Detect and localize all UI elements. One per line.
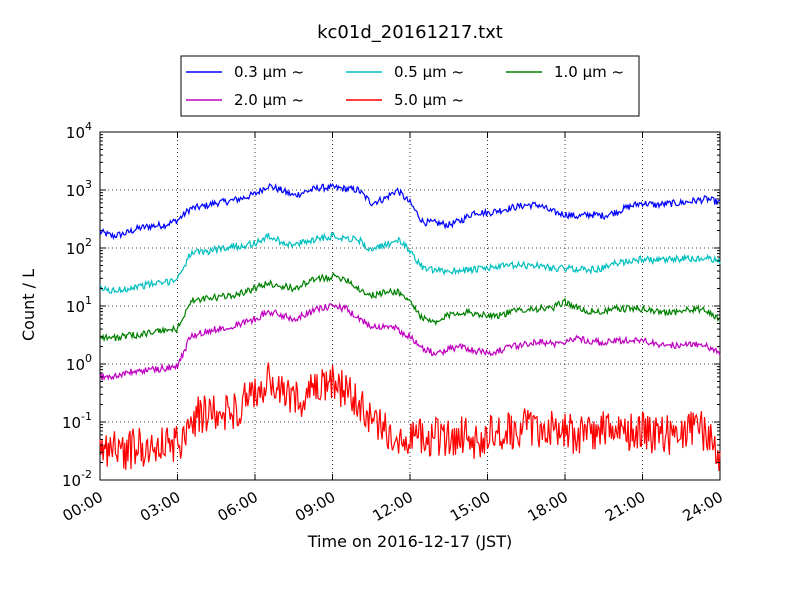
legend-label-1: 0.5 μm ~ <box>394 63 464 81</box>
legend-label-4: 5.0 μm ~ <box>394 91 464 109</box>
legend-label-2: 1.0 μm ~ <box>554 63 624 81</box>
x-tick-label: 15:00 <box>447 488 493 525</box>
legend-box <box>180 55 640 117</box>
series-line-1 <box>99 231 721 294</box>
x-tick-label: 24:00 <box>680 488 726 525</box>
series-line-0 <box>99 182 721 241</box>
series-line-4 <box>99 362 721 471</box>
y-tick-label: 100 <box>66 352 92 374</box>
x-tick-label: 21:00 <box>602 488 648 525</box>
series-line-2 <box>99 272 721 343</box>
x-tick-label: 12:00 <box>370 488 416 525</box>
y-tick-label: 101 <box>66 294 92 316</box>
x-tick-label: 06:00 <box>215 488 261 525</box>
x-tick-label: 03:00 <box>137 488 183 525</box>
x-tick-label: 00:00 <box>60 488 106 525</box>
y-tick-label: 10-2 <box>62 468 92 490</box>
series-group <box>99 182 721 471</box>
y-tick-label: 104 <box>66 120 92 142</box>
series-line-3 <box>99 302 721 381</box>
y-ticks: 10-2 10-1 100 101 102 103 104 <box>62 120 720 490</box>
y-axis-label: Count / L <box>19 269 38 341</box>
legend: 0.3 μm ~ 0.5 μm ~ 1.0 μm ~ 2.0 μm ~ 5.0 μm ~ <box>180 55 640 117</box>
legend-label-3: 2.0 μm ~ <box>234 91 304 109</box>
x-axis-label: Time on 2016-12-17 (JST) <box>307 532 512 551</box>
y-tick-label: 10-1 <box>62 410 92 432</box>
legend-label-0: 0.3 μm ~ <box>234 63 304 81</box>
chart-title: kc01d_20161217.txt <box>317 22 503 43</box>
y-tick-label: 103 <box>66 178 92 200</box>
x-tick-label: 18:00 <box>525 488 571 525</box>
x-tick-label: 09:00 <box>292 488 338 525</box>
y-tick-label: 102 <box>66 236 92 258</box>
